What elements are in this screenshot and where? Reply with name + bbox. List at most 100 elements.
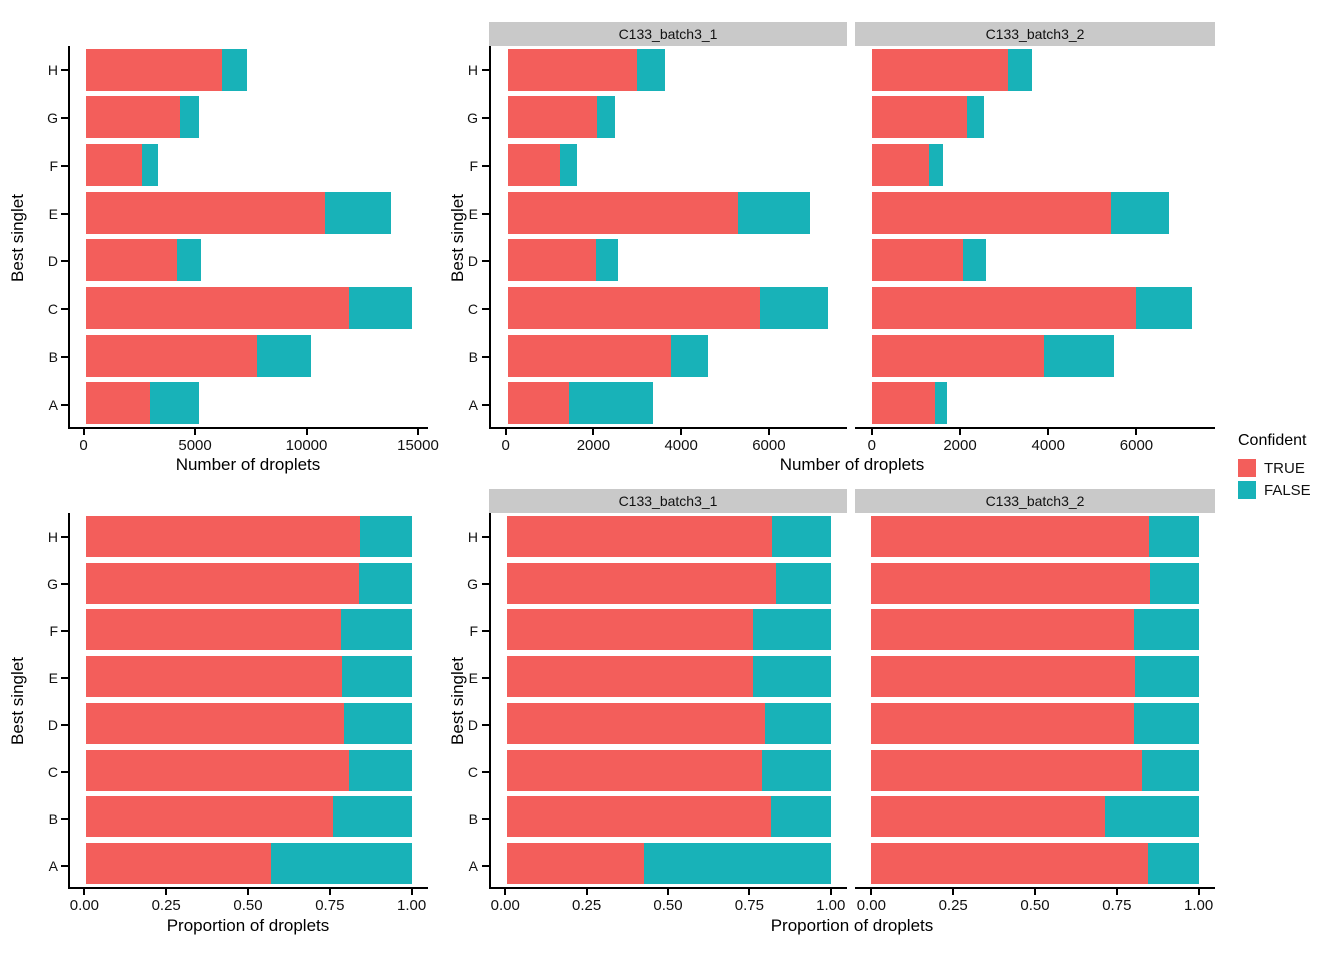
x-axis-title-proportions-all: Proportion of droplets [166, 916, 330, 935]
y-tick-mark [61, 535, 68, 538]
x-tick-mark [247, 889, 249, 895]
bar-D-true [85, 239, 178, 282]
bar-C-true [507, 749, 763, 791]
x-axis-title-counts-facets: Number of droplets [779, 455, 925, 474]
y-tick-mark [61, 817, 68, 820]
x-tick-mark [165, 889, 168, 895]
legend-item-false: FALSE [1238, 481, 1342, 499]
x-tick-labels-proportions-batch1: 0.00 0.25 0.50 0.75 1.00 [489, 897, 847, 915]
x-tick-mark [667, 889, 669, 895]
bar-A-true [507, 843, 644, 885]
y-tick-mark [482, 723, 489, 726]
x-tick-mark [328, 889, 331, 895]
bar-E-true [507, 191, 738, 234]
bar-F-true [871, 144, 929, 186]
x-tick-mark [748, 889, 751, 895]
bar-E-true [871, 656, 1136, 698]
facet-strip-label: C133_batch3_2 [985, 26, 1085, 42]
bar-D-false [344, 702, 412, 744]
x-tick-label: 0.75 [734, 897, 764, 914]
legend-swatch-false [1238, 481, 1256, 499]
bar-A-true [86, 843, 271, 885]
bar-G-true [507, 96, 598, 139]
x-tick-mark [870, 889, 873, 895]
y-tick-label-D: D [467, 253, 478, 270]
bar-G-true [86, 562, 360, 604]
bar-G-true [871, 562, 1150, 604]
y-tick-labels-proportions-all: H G F E D C B A [34, 513, 58, 889]
y-tick-mark [61, 864, 68, 867]
bar-G-true [871, 96, 968, 139]
y-tick-label-F: F [469, 157, 478, 174]
legend-title: Confident [1238, 432, 1307, 449]
bar-E-false [753, 656, 831, 698]
bar-C-false [1136, 286, 1192, 329]
x-tick-label: 0 [501, 437, 510, 454]
bar-D-false [595, 239, 619, 282]
panel-counts-all [68, 46, 428, 429]
bar-B-false [332, 796, 412, 838]
bar-C-false [760, 286, 829, 329]
x-tick-mark [952, 889, 955, 895]
bar-G-false [597, 96, 616, 139]
y-tick-mark [482, 535, 489, 538]
x-tick-label: 0.50 [653, 897, 683, 914]
y-tick-labels-proportions-facets: H G F E D C B A [456, 513, 478, 889]
legend-swatch-true [1238, 459, 1256, 477]
panel-proportions-all [68, 513, 428, 889]
bar-C-false [1142, 749, 1199, 791]
x-axis-title-counts-all: Number of droplets [175, 455, 321, 474]
y-tick-mark [61, 582, 68, 585]
x-tick-label: 0.75 [1102, 897, 1132, 914]
y-tick-label-H: H [467, 528, 478, 545]
x-tick-label: 5000 [178, 437, 212, 454]
y-tick-label-D: D [47, 716, 58, 733]
bar-F-false [753, 609, 831, 651]
bar-B-true [85, 334, 257, 377]
bar-A-false [270, 843, 412, 885]
legend-label-false: FALSE [1264, 481, 1311, 499]
x-tick-label: 4000 [1031, 437, 1065, 454]
x-tick-label: 0.50 [233, 897, 263, 914]
x-tick-label: 1.00 [1184, 897, 1214, 914]
legend-label-true: TRUE [1264, 459, 1305, 477]
facet-strip-label: C133_batch3_2 [985, 493, 1085, 509]
x-tick-mark [83, 889, 86, 895]
x-tick-mark [585, 889, 588, 895]
y-tick-label-C: C [467, 763, 478, 780]
y-tick-marks-proportions-all [60, 513, 68, 889]
y-tick-labels-counts-facets: H G F E D C B A [456, 46, 478, 429]
y-tick-mark [482, 164, 489, 167]
x-tick-mark [592, 429, 595, 435]
y-tick-label-A: A [48, 397, 58, 414]
y-tick-mark [482, 676, 489, 679]
y-tick-mark [61, 629, 68, 632]
bar-F-true [507, 144, 561, 186]
bar-D-true [871, 239, 964, 282]
x-tick-labels-proportions-all: 0.00 0.25 0.50 0.75 1.00 [68, 897, 428, 915]
x-tick-labels-counts-batch2: 0 2000 4000 6000 [855, 437, 1215, 455]
y-tick-label-G: G [467, 109, 478, 126]
bar-H-true [85, 48, 222, 91]
y-tick-mark [61, 770, 68, 773]
bar-C-false [348, 749, 412, 791]
y-tick-label-F: F [49, 157, 58, 174]
y-tick-label-D: D [47, 253, 58, 270]
bar-G-true [507, 562, 777, 604]
bar-B-false [1104, 796, 1199, 838]
x-tick-label: 4000 [664, 437, 698, 454]
y-tick-mark [61, 356, 68, 359]
y-axis-title-counts-all: Best singlet [6, 46, 30, 429]
legend: Confident TRUE FALSE [1238, 432, 1342, 503]
x-axis-title-proportions-facets: Proportion of droplets [770, 916, 934, 935]
bar-A-false [150, 382, 200, 425]
x-tick-labels-counts-batch1: 0 2000 4000 6000 [489, 437, 847, 455]
bar-G-true [85, 96, 181, 139]
bar-E-false [324, 191, 391, 234]
bar-H-true [86, 515, 361, 557]
x-tick-label: 0.00 [69, 897, 99, 914]
y-tick-mark [61, 68, 68, 71]
x-tick-mark [680, 429, 683, 435]
y-tick-label-F: F [49, 622, 58, 639]
y-tick-mark [61, 676, 68, 679]
